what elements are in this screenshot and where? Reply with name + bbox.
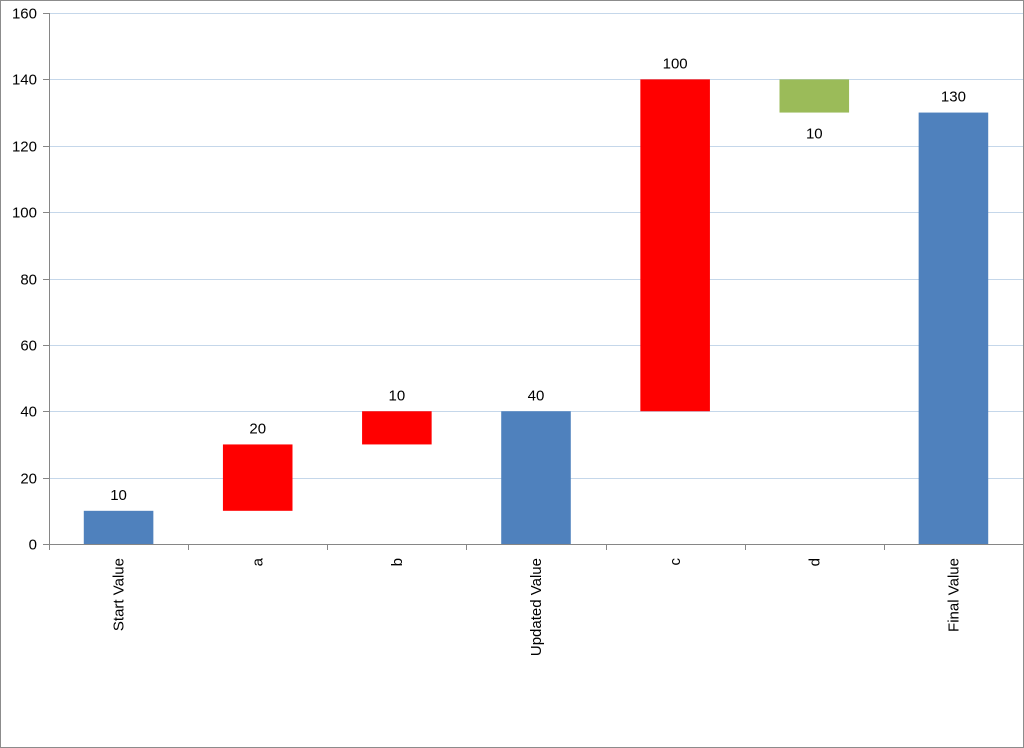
data-label-c: 100 (663, 55, 688, 72)
bar-a (222, 444, 293, 511)
y-tick-label: 0 (29, 537, 37, 554)
gridlines (49, 13, 1023, 479)
y-tick-label: 40 (20, 404, 37, 421)
category-label-c: c (667, 558, 684, 566)
axes: 0 20 40 60 80 100 120 140 160 Start Value a b Update… (12, 6, 1023, 656)
y-tick-label: 60 (20, 338, 37, 355)
category-label-updated-value: Updated Value (528, 558, 545, 656)
y-tick-label: 160 (12, 6, 37, 23)
y-tick-label: 80 (20, 272, 37, 289)
y-tick-label: 100 (12, 205, 37, 222)
bar-c (640, 79, 710, 412)
bar-updated-value (501, 411, 571, 544)
data-label-updated-value: 40 (528, 387, 545, 404)
data-labels: 10 20 10 40 100 10 130 (110, 55, 966, 503)
category-label-final-value: Final Value (945, 558, 962, 632)
data-label-a: 20 (249, 420, 266, 437)
bars (83, 79, 989, 544)
category-label-start-value: Start Value (111, 558, 128, 631)
y-tick-label: 20 (20, 471, 37, 488)
bar-start-value (83, 510, 154, 544)
bar-final-value (918, 112, 989, 544)
bar-d (779, 79, 850, 113)
category-label-d: d (806, 558, 823, 566)
y-tick-label: 120 (12, 139, 37, 156)
data-label-d: 10 (806, 126, 823, 143)
bar-b (362, 411, 432, 445)
category-label-b: b (389, 558, 406, 566)
y-tick-label: 140 (12, 72, 37, 89)
data-label-b: 10 (389, 387, 406, 404)
data-label-start-value: 10 (110, 487, 127, 504)
data-label-final-value: 130 (941, 89, 966, 106)
category-label-a: a (250, 557, 267, 566)
